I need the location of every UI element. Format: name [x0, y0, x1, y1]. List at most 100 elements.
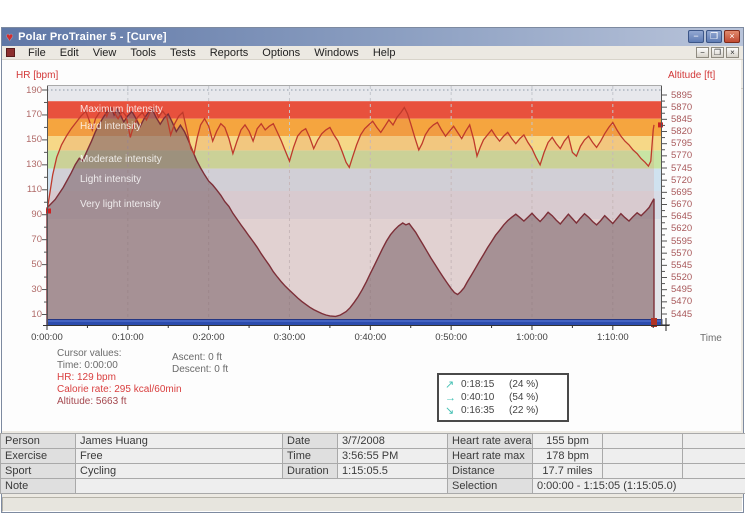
- mdi-document-icon: [6, 48, 15, 57]
- time-axis-tick-0: 0:00:00: [31, 332, 63, 343]
- alt-axis-tick-5470: 5470: [671, 296, 693, 308]
- zone-label-very-light-intensity: Very light intensity: [80, 199, 161, 210]
- alt-axis-tick-5670: 5670: [671, 199, 693, 210]
- alt-axis-tick-5445: 5445: [671, 308, 693, 320]
- zone-label-light-intensity: Light intensity: [80, 174, 142, 185]
- hr-axis-tick-150: 150: [26, 134, 42, 146]
- close-button[interactable]: ×: [724, 30, 740, 43]
- field-value[interactable]: 1:15:05.5: [337, 463, 448, 479]
- field-value[interactable]: [602, 433, 683, 449]
- field-value[interactable]: James Huang: [75, 433, 283, 449]
- field-value[interactable]: [75, 478, 448, 494]
- alt-axis-tick-5570: 5570: [671, 247, 693, 259]
- mdi-minimize-button[interactable]: −: [696, 47, 709, 58]
- hr-axis-tick-170: 170: [26, 109, 42, 121]
- menu-item-help[interactable]: Help: [372, 46, 396, 59]
- alt-axis-tick-5545: 5545: [671, 259, 693, 271]
- hr-axis-tick-110: 110: [26, 184, 42, 196]
- time-axis-tick-2: 0:20:00: [192, 332, 225, 343]
- curve-plot[interactable]: Maximum intensity Hard intensity Moderate …: [42, 85, 670, 331]
- menu-item-reports[interactable]: Reports: [209, 46, 249, 59]
- field-label-note: Note: [0, 478, 76, 494]
- field-label-time: Time: [282, 448, 338, 464]
- alt-axis-tick-5745: 5745: [671, 162, 693, 174]
- hr-axis-tick-70: 70: [31, 234, 42, 246]
- alt-axis-tick-5695: 5695: [671, 186, 693, 198]
- slope-legend-box: ↗ 0:18:15 (24 %) → 0:40:10 (54 %) ↘ 0:16:35 (22 …: [437, 373, 569, 422]
- zone-label-moderate-intensity: Moderate intensity: [80, 154, 162, 165]
- time-axis-tick-7: 1:10:00: [596, 332, 629, 343]
- menu-item-tests[interactable]: Tests: [170, 46, 196, 59]
- alt-axis-tick-5770: 5770: [671, 150, 693, 162]
- hr-axis-tick-50: 50: [31, 259, 42, 271]
- alt-axis-tick-5720: 5720: [671, 174, 693, 186]
- hr-axis-tick-10: 10: [31, 308, 42, 320]
- slope-arrow-icon: →: [445, 391, 456, 404]
- slope-percent: (54 %): [509, 392, 539, 403]
- time-axis-tick-6: 1:00:00: [516, 332, 548, 343]
- slope-arrow-icon: ↘: [445, 405, 455, 417]
- cursor-time: Time: 0:00:00: [57, 360, 118, 371]
- field-label-heart-rate-max: Heart rate max: [447, 448, 533, 464]
- mdi-close-button[interactable]: ×: [726, 47, 739, 58]
- slope-percent: (22 %): [509, 405, 539, 416]
- alt-axis-tick-5620: 5620: [671, 223, 693, 235]
- alt-axis-tick-5495: 5495: [671, 284, 693, 296]
- alt-axis-tick-5520: 5520: [671, 272, 693, 283]
- exercise-summary-table: Person James Huang Date 3/7/2008 Heart rate …: [0, 433, 745, 494]
- cursor-hr: HR: 129 bpm: [57, 372, 116, 383]
- zone-label-hard-intensity: Hard intensity: [80, 121, 142, 132]
- zone-label-maximum-intensity: Maximum intensity: [80, 104, 163, 115]
- field-value[interactable]: [602, 463, 683, 479]
- time-axis-tick-1: 0:10:00: [111, 332, 144, 343]
- field-value[interactable]: 0:00:00 - 1:15:05 (1:15:05.0): [532, 478, 745, 494]
- time-axis-tick-3: 0:30:00: [273, 332, 306, 343]
- field-value[interactable]: 155 bpm: [532, 433, 603, 449]
- field-value[interactable]: Cycling: [75, 463, 283, 479]
- field-value[interactable]: 17.7 miles: [532, 463, 603, 479]
- slope-legend-row-2: ↘ 0:16:35 (22 %): [445, 404, 561, 417]
- field-label-sport: Sport: [0, 463, 76, 479]
- time-axis-tick-5: 0:50:00: [435, 332, 467, 343]
- menu-bar: File Edit View Tools Tests Reports Options Wind…: [2, 46, 743, 60]
- alt-axis-tick-5870: 5870: [671, 101, 693, 113]
- ascent-value: Ascent: 0 ft: [172, 352, 223, 363]
- slope-duration: 0:40:10: [461, 392, 495, 403]
- title-bar: ♥ Polar ProTrainer 5 - [Curve] − ❐ ×: [2, 28, 743, 46]
- field-label-person: Person: [0, 433, 76, 449]
- alt-axis-tick-5820: 5820: [671, 126, 693, 137]
- menu-item-view[interactable]: View: [92, 46, 117, 59]
- minimize-button[interactable]: −: [688, 30, 704, 43]
- menu-item-tools[interactable]: Tools: [130, 46, 157, 59]
- menu-item-file[interactable]: File: [28, 46, 46, 59]
- mdi-restore-button[interactable]: ❐: [711, 47, 724, 58]
- slope-legend-row-0: ↗ 0:18:15 (24 %): [445, 378, 561, 391]
- field-label-distance: Distance: [447, 463, 533, 479]
- field-value[interactable]: 3:56:55 PM: [337, 448, 448, 464]
- field-label-heart-rate-average: Heart rate average: [447, 433, 533, 449]
- status-strip: [2, 497, 743, 512]
- x-axis-title: Time: [700, 333, 722, 344]
- field-value[interactable]: [682, 463, 745, 479]
- field-value[interactable]: [682, 448, 745, 464]
- menu-item-options[interactable]: Options: [262, 46, 301, 59]
- menu-item-edit[interactable]: Edit: [59, 46, 79, 59]
- cursor-altitude: Altitude: 5663 ft: [57, 396, 127, 407]
- slope-duration: 0:18:15: [461, 379, 495, 390]
- menu-item-windows[interactable]: Windows: [314, 46, 359, 59]
- field-value[interactable]: 178 bpm: [532, 448, 603, 464]
- slope-legend-row-1: → 0:40:10 (54 %): [445, 392, 561, 404]
- field-label-duration: Duration: [282, 463, 338, 479]
- field-value[interactable]: [682, 433, 745, 449]
- restore-button[interactable]: ❐: [706, 30, 722, 43]
- hr-axis-tick-30: 30: [31, 284, 42, 296]
- field-value[interactable]: [602, 448, 683, 464]
- hr-axis-tick-190: 190: [26, 84, 42, 96]
- field-value[interactable]: Free: [75, 448, 283, 464]
- field-value[interactable]: 3/7/2008: [337, 433, 448, 449]
- left-axis-title: HR [bpm]: [16, 70, 59, 81]
- polar-heart-icon: ♥: [6, 30, 14, 44]
- slope-percent: (24 %): [509, 379, 539, 390]
- field-label-selection: Selection: [447, 478, 533, 494]
